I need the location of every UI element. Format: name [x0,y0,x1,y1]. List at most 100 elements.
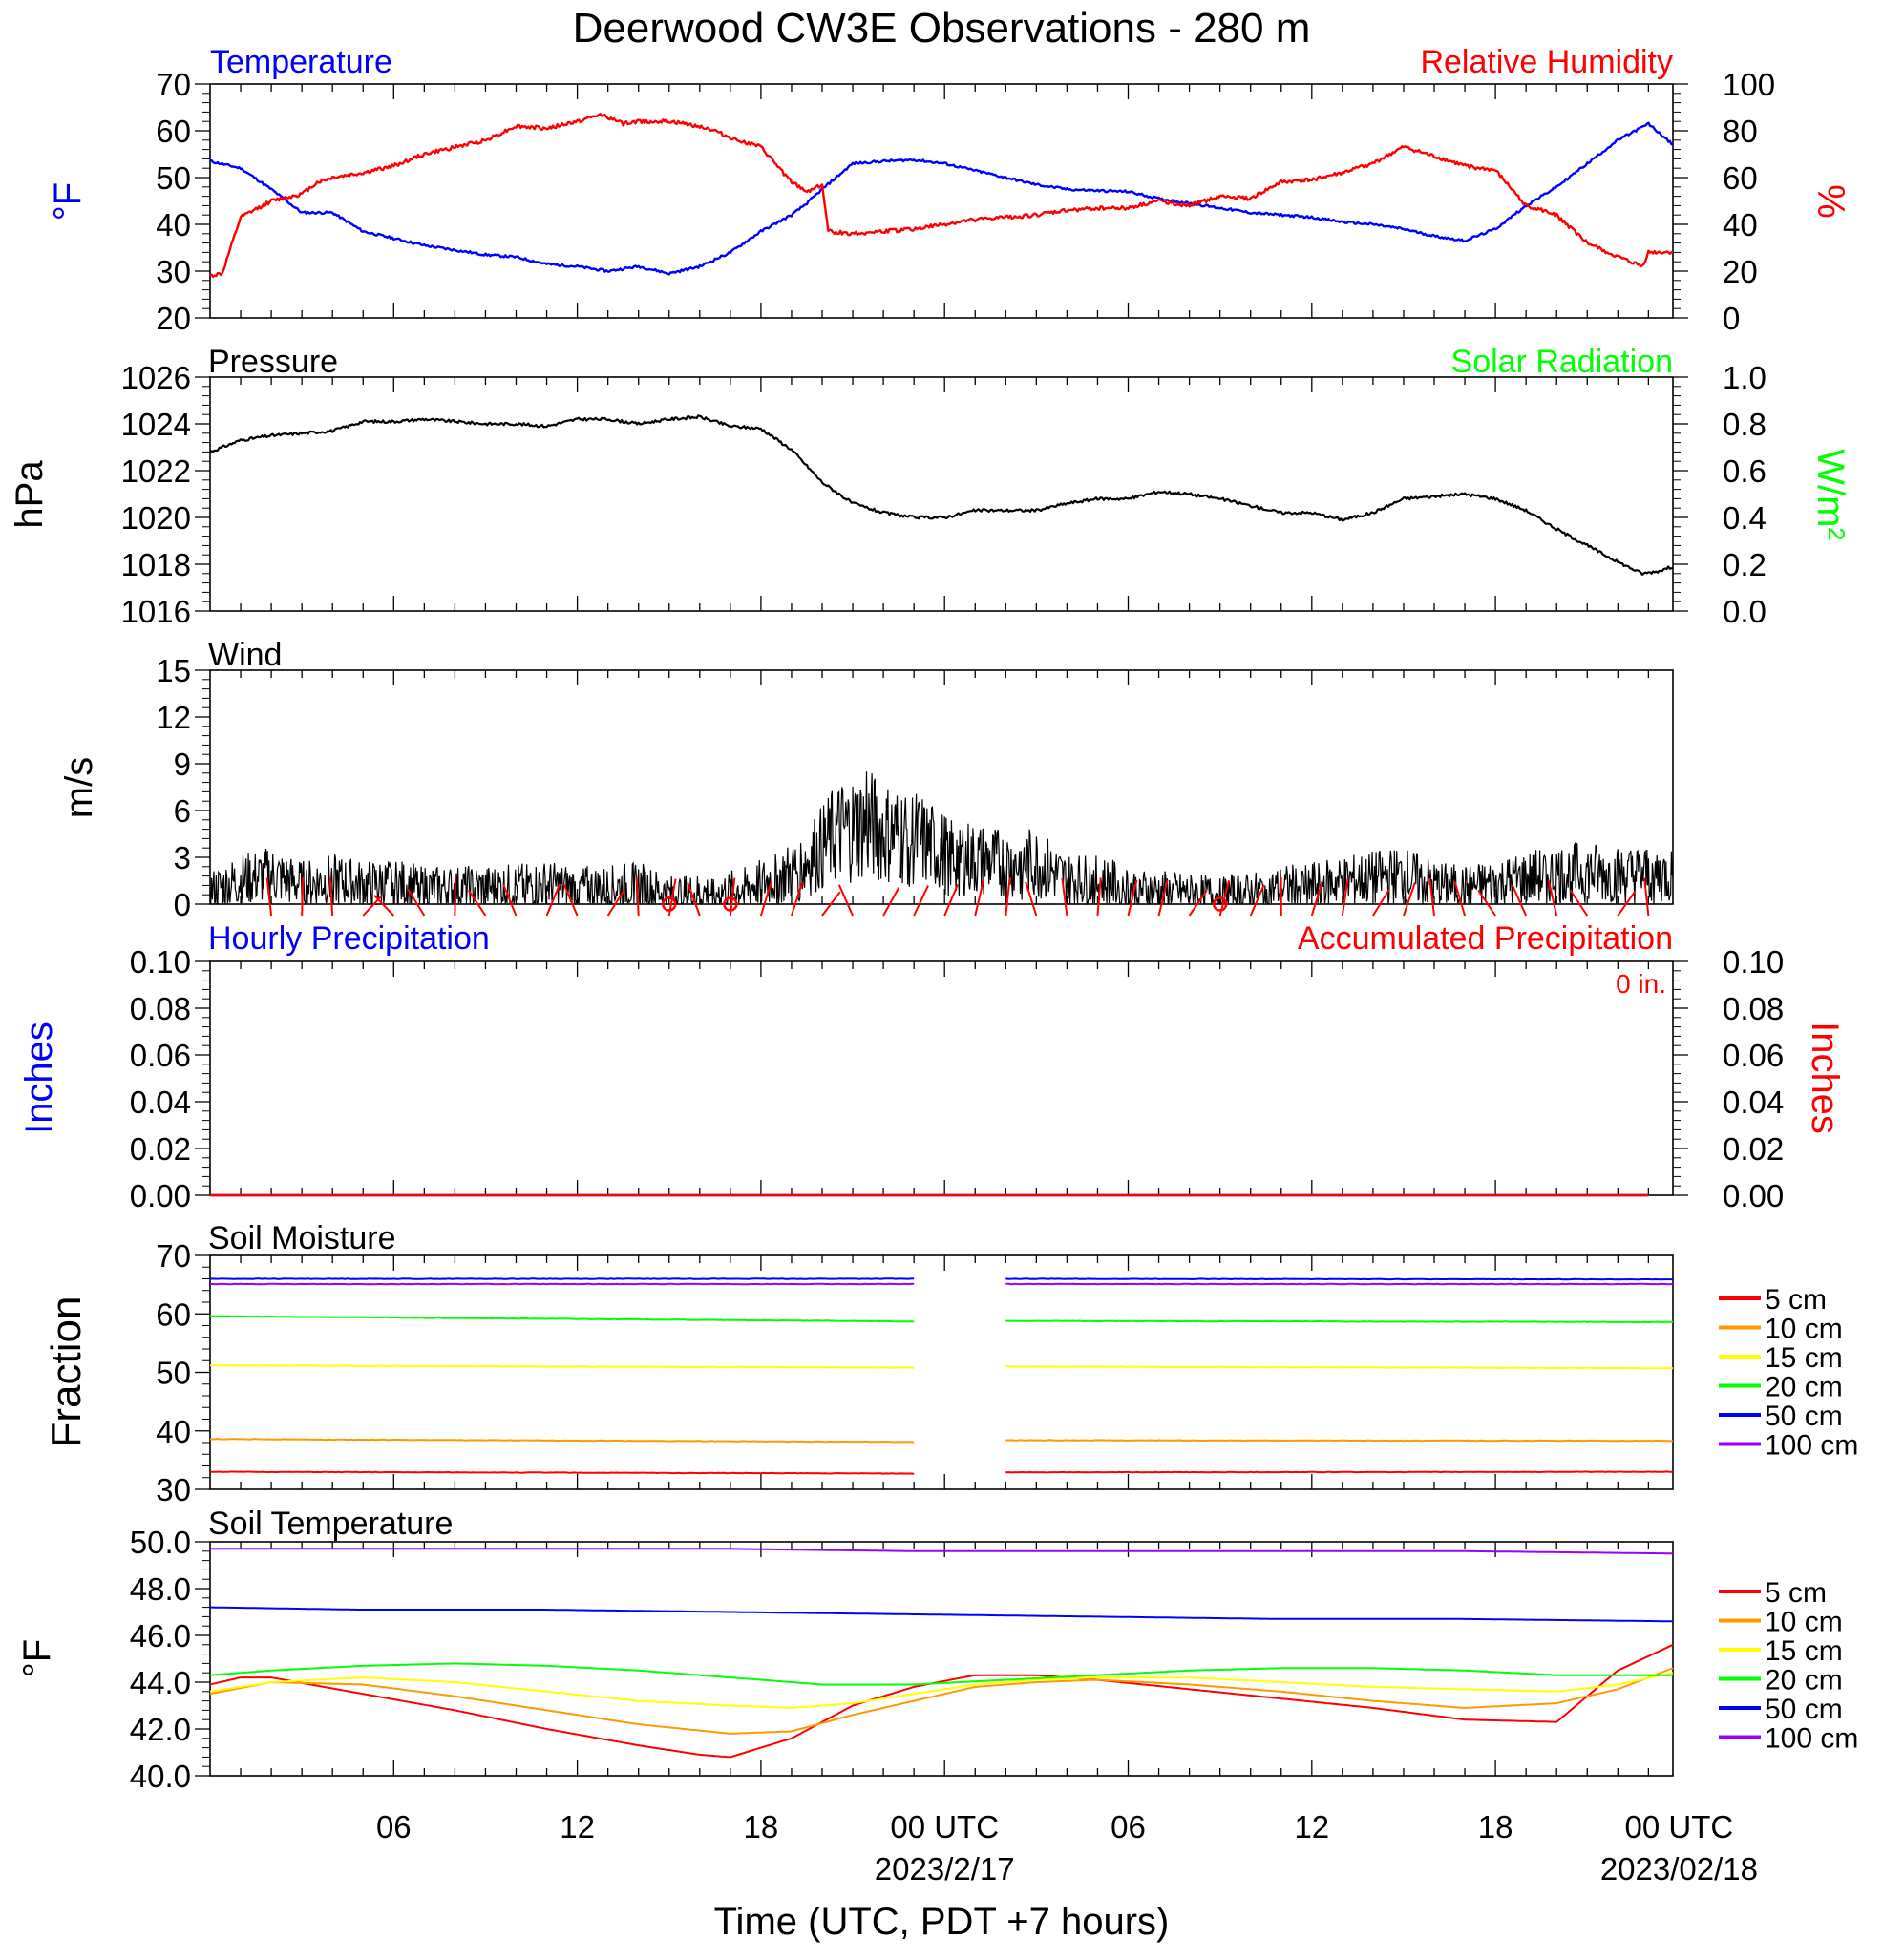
calm-wind-marker [662,896,677,912]
soil-moisture-legend-label: 5 cm [1765,1284,1827,1316]
x-date-label: 2023/02/18 [1600,1851,1758,1886]
pressure-line [209,414,1674,576]
wind-title: Wind [208,637,282,673]
wind-barb [328,877,334,917]
soil-moisture-line-20cm [209,1315,1674,1324]
temp_rh-y-tick-label: 70 [156,67,191,102]
wind-y-tick-label: 9 [174,747,191,782]
temperature-axis-label: °F [47,182,89,221]
temp_rh-y2-tick-label: 20 [1723,254,1758,289]
pressure-y2-tick-label: 0.2 [1723,547,1767,582]
wind-y-tick-label: 12 [156,700,191,735]
wind-barb [791,881,804,917]
soil-temperature-legend-label: 20 cm [1765,1665,1843,1697]
pressure-y-tick-label: 1022 [121,453,191,489]
wind-barb [1428,877,1436,917]
soil-moisture-legend-label: 15 cm [1765,1342,1843,1374]
precip-y-tick-label: 0.10 [130,944,191,980]
wind-barb [1249,884,1265,917]
wind-barb [562,883,579,917]
wind-barb [913,885,929,917]
wind-speed-line [209,771,1674,906]
pressure-y-tick-label: 1024 [121,407,191,442]
humidity-axis-label: % [1809,184,1851,219]
solar-axis-label: W/m² [1809,449,1851,540]
pressure-y-tick-label: 1020 [121,500,191,536]
wind-barb [265,877,273,917]
chart-title: Deerwood CW3E Observations - 280 m [573,5,1311,52]
x-tick-label: 18 [1478,1809,1513,1844]
wind-barb [1403,881,1416,917]
soil-temperature-legend-label: 5 cm [1765,1577,1827,1609]
wind-barb [635,877,640,917]
wind-y-tick-label: 3 [174,840,191,875]
pressure-y-tick-label: 1018 [121,547,191,582]
pressure-y2-tick-label: 0.8 [1723,407,1767,442]
precip-y-tick-label: 0.00 [130,1178,191,1213]
hourly-precip-title: Hourly Precipitation [208,920,490,957]
soil_temp-y-tick-label: 50.0 [130,1525,191,1560]
wind-barb [373,895,395,917]
precip-y2-tick-label: 0.08 [1723,991,1784,1026]
pressure-y-tick-label: 1016 [121,594,191,629]
wind-barb [1096,877,1102,917]
soil-moisture-line-50cm [209,1277,1673,1281]
wind-barb [1005,877,1011,917]
panel-soil-moisture: Soil Moisture Fraction 30 40 50 60 70 5 cm10 … [43,1220,1858,1507]
soil_temp-y-tick-label: 44.0 [130,1665,191,1700]
soil-moisture-line-15cm [209,1363,1674,1370]
accumulated-precip-title: Accumulated Precipitation [1298,920,1673,957]
soil-temperature-legend-label: 100 cm [1765,1723,1858,1755]
temp_rh-y2-tick-label: 60 [1723,160,1758,196]
time-axis: 06 12 18 00 UTC 06 12 18 00 UTC 2023/2/17 2023/02… [376,1809,1758,1886]
precip-y2-tick-label: 0.10 [1723,944,1784,980]
x-tick-label: 06 [376,1809,412,1844]
soil_temp-y-tick-label: 40.0 [130,1759,191,1794]
soil_moisture-y-tick-label: 30 [156,1472,191,1507]
soil-moisture-line-10cm [209,1438,1674,1444]
soil_moisture-plot-frame [209,1254,1674,1490]
temp_rh-y2-tick-label: 80 [1723,114,1758,149]
x-tick-label: 06 [1111,1809,1146,1844]
soil-temperature-title: Soil Temperature [208,1506,453,1542]
accumulated-precip-value: 0 in. [1616,969,1666,999]
wind-barb [545,883,561,917]
soil_moisture-y-tick-label: 70 [156,1238,191,1274]
temperature-title: Temperature [210,44,392,80]
wind-barb [1127,879,1138,917]
precip-y2-tick-label: 0.00 [1723,1178,1784,1213]
temp_rh-y-tick-label: 30 [156,254,191,289]
wind-barb [1547,879,1558,917]
wind-barb [362,894,384,917]
soil_temp-plot-frame [209,1541,1674,1777]
soil-temperature-line-5cm [209,1643,1674,1759]
soil-temperature-line-50cm [210,1606,1673,1623]
wind-barb [821,891,841,917]
panel-pressure: Pressure Solar Radiation hPa W/m² 1016 0.… [9,344,1851,629]
x-tick-label: 00 UTC [890,1809,999,1844]
soil-moisture-legend-label: 100 cm [1765,1430,1858,1462]
temp_rh-plot-frame [209,83,1674,319]
temperature-line [209,121,1674,276]
pressure-y2-tick-label: 1.0 [1723,360,1767,395]
temp_rh-y2-tick-label: 40 [1723,207,1758,242]
soil_temp-y-tick-label: 42.0 [130,1712,191,1747]
panel-soil-temperature: Soil Temperature °F 40.0 42.0 44.0 46.0 48.0… [16,1506,1858,1794]
soil-moisture-line-100cm [210,1282,1674,1286]
soil-moisture-title: Soil Moisture [208,1220,396,1256]
wind-barb [467,889,487,917]
soil-moisture-axis-label: Fraction [43,1296,90,1448]
x-axis-label: Time (UTC, PDT +7 hours) [714,1901,1170,1943]
x-tick-label: 00 UTC [1625,1809,1734,1844]
wind-barb [1477,889,1496,917]
precip-y2-tick-label: 0.04 [1723,1085,1784,1120]
soil_moisture-y-tick-label: 50 [156,1356,191,1391]
pressure-y2-tick-label: 0.6 [1723,453,1767,489]
soil-moisture-legend-label: 10 cm [1765,1314,1843,1345]
precip-plot-frame [209,960,1674,1196]
calm-wind-marker [723,896,738,912]
x-date-label: 2023/2/17 [875,1851,1015,1886]
soil-temperature-legend-label: 15 cm [1765,1635,1843,1667]
hourly-precip-axis-label: Inches [18,1022,60,1134]
wind-barb [1341,878,1349,917]
